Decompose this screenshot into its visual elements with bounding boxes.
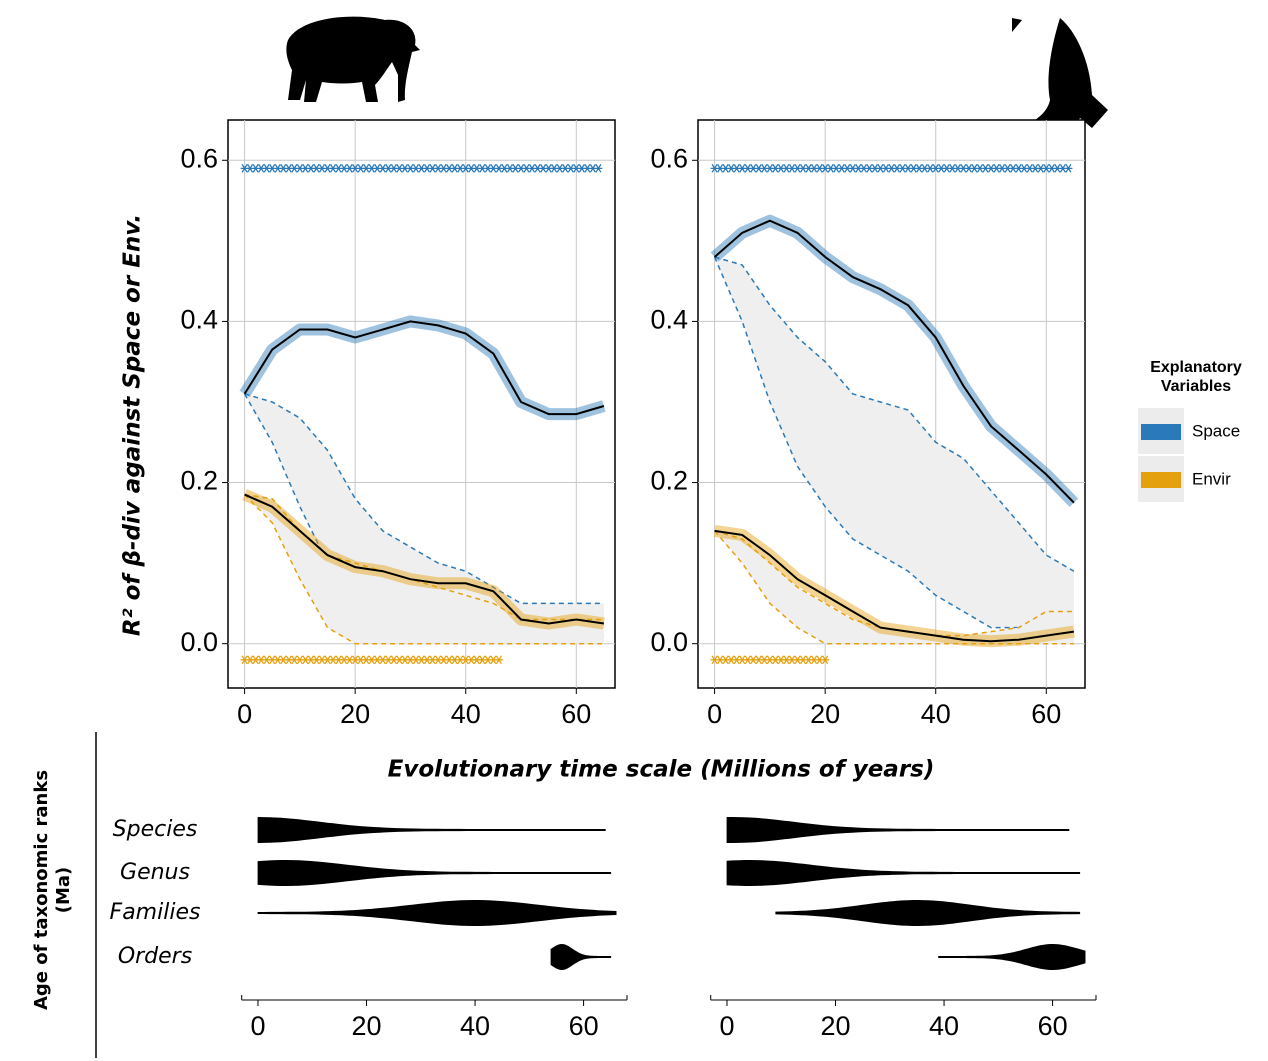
violin [726, 817, 1070, 843]
x-tick-label: 20 [351, 1011, 381, 1041]
x-tick-label: 40 [451, 699, 481, 729]
rank-label: Genus [120, 860, 190, 885]
x-tick-label: 20 [820, 1011, 850, 1041]
legend-swatch [1141, 472, 1181, 488]
y-tick-label: 0.6 [180, 143, 218, 173]
trend-line [244, 493, 605, 625]
x-tick-label: 40 [929, 1011, 959, 1041]
y-tick-label: 0.6 [650, 143, 688, 173]
charts: 0 20 40 60 0.0 0.2 0.4 0.6 Space Envir 0 20 40 60 0.0 0… [110, 119, 1240, 1041]
x-axis-label: Evolutionary time scale (Millions of yea… [388, 757, 935, 783]
violin [550, 944, 612, 970]
trend-line [243, 320, 605, 416]
null-lower [713, 256, 1074, 629]
y-tick-label: 0.4 [180, 305, 218, 335]
violin [257, 860, 612, 886]
rank-label: Families [110, 900, 201, 925]
x-tick-label: 60 [561, 699, 591, 729]
x-tick-label: 60 [1031, 699, 1061, 729]
legend-title: Variables [1161, 378, 1231, 395]
rank-label: Orders [118, 944, 192, 969]
null-lower [714, 530, 1074, 645]
significance-markers [240, 163, 603, 173]
y-tick-label: 0.0 [180, 627, 218, 657]
y-tick-label: 0.2 [180, 466, 218, 496]
eagle-icon [1012, 18, 1108, 142]
x-tick-label: 60 [569, 1011, 599, 1041]
trend-line [714, 529, 1075, 643]
x-tick-label: 20 [810, 699, 840, 729]
y-tick-label: 0.0 [650, 627, 688, 657]
x-tick-label: 20 [340, 699, 370, 729]
x-tick-label: 0 [237, 699, 252, 729]
legend-swatch [1141, 424, 1181, 440]
null-envelope [244, 494, 604, 644]
y-axis-label: R² of β-div against Space or Env. [120, 214, 146, 636]
y-tick-label: 0.2 [650, 466, 688, 496]
null-envelope [714, 257, 1074, 628]
x-tick-label: 0 [250, 1011, 265, 1041]
null-envelope [714, 530, 1074, 644]
rank-axis-label: Age of taxonomic ranks [31, 770, 52, 1010]
null-upper [244, 393, 604, 605]
x-tick-label: 40 [921, 699, 951, 729]
violin [257, 900, 617, 926]
y-tick-label: 0.4 [650, 305, 688, 335]
significance-markers [710, 163, 1073, 173]
legend-label: Space [1192, 421, 1240, 440]
x-tick-label: 60 [1038, 1011, 1068, 1041]
rank-label: Species [113, 817, 198, 842]
violin [938, 944, 1086, 970]
legend-title: Explanatory [1150, 359, 1242, 376]
null-lower [244, 494, 604, 645]
legend-label: Envir [1192, 469, 1231, 488]
significance-markers [240, 655, 503, 665]
trend-line [713, 219, 1075, 504]
null-upper [714, 256, 1075, 572]
x-tick-label: 0 [719, 1011, 734, 1041]
x-tick-label: 40 [460, 1011, 490, 1041]
elephant-icon [286, 16, 420, 103]
violin [775, 900, 1081, 926]
x-tick-label: 0 [707, 699, 722, 729]
rank-axis-label: (Ma) [53, 867, 74, 914]
significance-markers [710, 655, 830, 665]
violin [257, 816, 606, 844]
violin [726, 860, 1081, 886]
